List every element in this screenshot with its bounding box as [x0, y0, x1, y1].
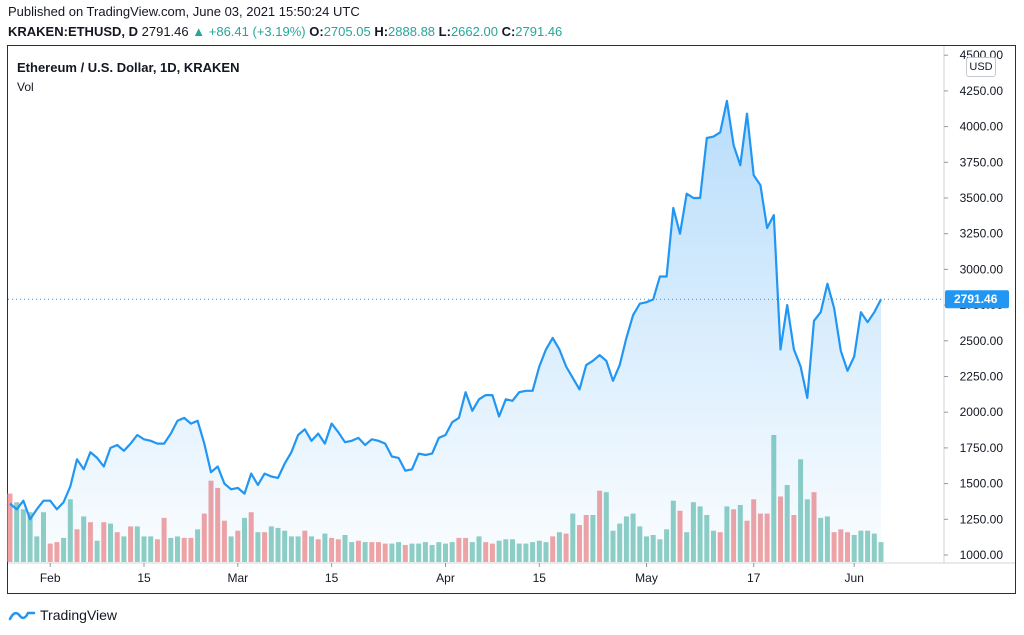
currency-button[interactable]: USD	[966, 57, 996, 77]
y-tick-label: 3500.00	[960, 191, 1004, 205]
price-line	[9, 99, 882, 521]
up-arrow-icon: ▲	[192, 24, 206, 39]
x-tick-label: 17	[747, 571, 761, 585]
last-price-tag: 2791.46	[945, 290, 1009, 309]
x-tick-label: 15	[137, 571, 151, 585]
y-tick-label: 2000.00	[960, 405, 1004, 419]
x-tick-label: May	[635, 571, 658, 585]
x-tick-label: Jun	[845, 571, 864, 585]
y-tick-label: 2500.00	[960, 334, 1004, 348]
open-label: O:	[309, 24, 324, 39]
tradingview-logo-icon	[8, 611, 36, 621]
y-tick-label: 2250.00	[960, 370, 1004, 384]
y-tick-label: 1000.00	[960, 548, 1004, 562]
y-tick-label: 1750.00	[960, 441, 1004, 455]
open-value: 2705.05	[323, 24, 371, 39]
x-tick-label: 15	[325, 571, 339, 585]
last-price-tag-label: 2791.46	[954, 292, 998, 306]
high-label: H:	[374, 24, 389, 39]
price-area	[10, 100, 881, 563]
brand-logo: TradingView	[8, 606, 117, 624]
symbol-label[interactable]: KRAKEN:ETHUSD, D	[8, 24, 138, 39]
x-tick-label: Apr	[436, 571, 455, 585]
close-label: C:	[501, 24, 516, 39]
y-tick-label: 3250.00	[960, 227, 1004, 241]
low-value: 2662.00	[450, 24, 498, 39]
y-tick-label: 1500.00	[960, 477, 1004, 491]
x-tick-label: Mar	[227, 571, 248, 585]
quote-line: KRAKEN:ETHUSD, D 2791.46 ▲ +86.41 (+3.19…	[8, 24, 562, 39]
time-scale[interactable]: Feb 15 Mar 15 Apr 15 May 17 Jun	[40, 563, 864, 585]
price-change: +86.41 (+3.19%)	[208, 24, 306, 39]
y-tick-label: 4000.00	[960, 120, 1004, 134]
y-tick-label: 3000.00	[960, 262, 1004, 276]
y-tick-label: 3750.00	[960, 155, 1004, 169]
low-label: L:	[438, 24, 451, 39]
x-tick-label: Feb	[40, 571, 61, 585]
y-tick-label: 4250.00	[960, 84, 1004, 98]
price-scale[interactable]: 1000.00 1250.00 1500.00 1750.00 2000.00 2250.…	[944, 48, 1003, 562]
chart-frame	[7, 45, 1016, 594]
published-caption: Published on TradingView.com, June 03, 2…	[8, 4, 360, 19]
x-tick-label: 15	[533, 571, 547, 585]
brand-name: TradingView	[40, 607, 118, 623]
pane-title: Ethereum / U.S. Dollar, 1D, KRAKEN	[17, 60, 240, 75]
last-price: 2791.46	[141, 24, 189, 39]
high-value: 2888.88	[388, 24, 436, 39]
volume-legend: Vol	[17, 80, 34, 94]
y-tick-label: 1250.00	[960, 512, 1004, 526]
close-value: 2791.46	[515, 24, 563, 39]
